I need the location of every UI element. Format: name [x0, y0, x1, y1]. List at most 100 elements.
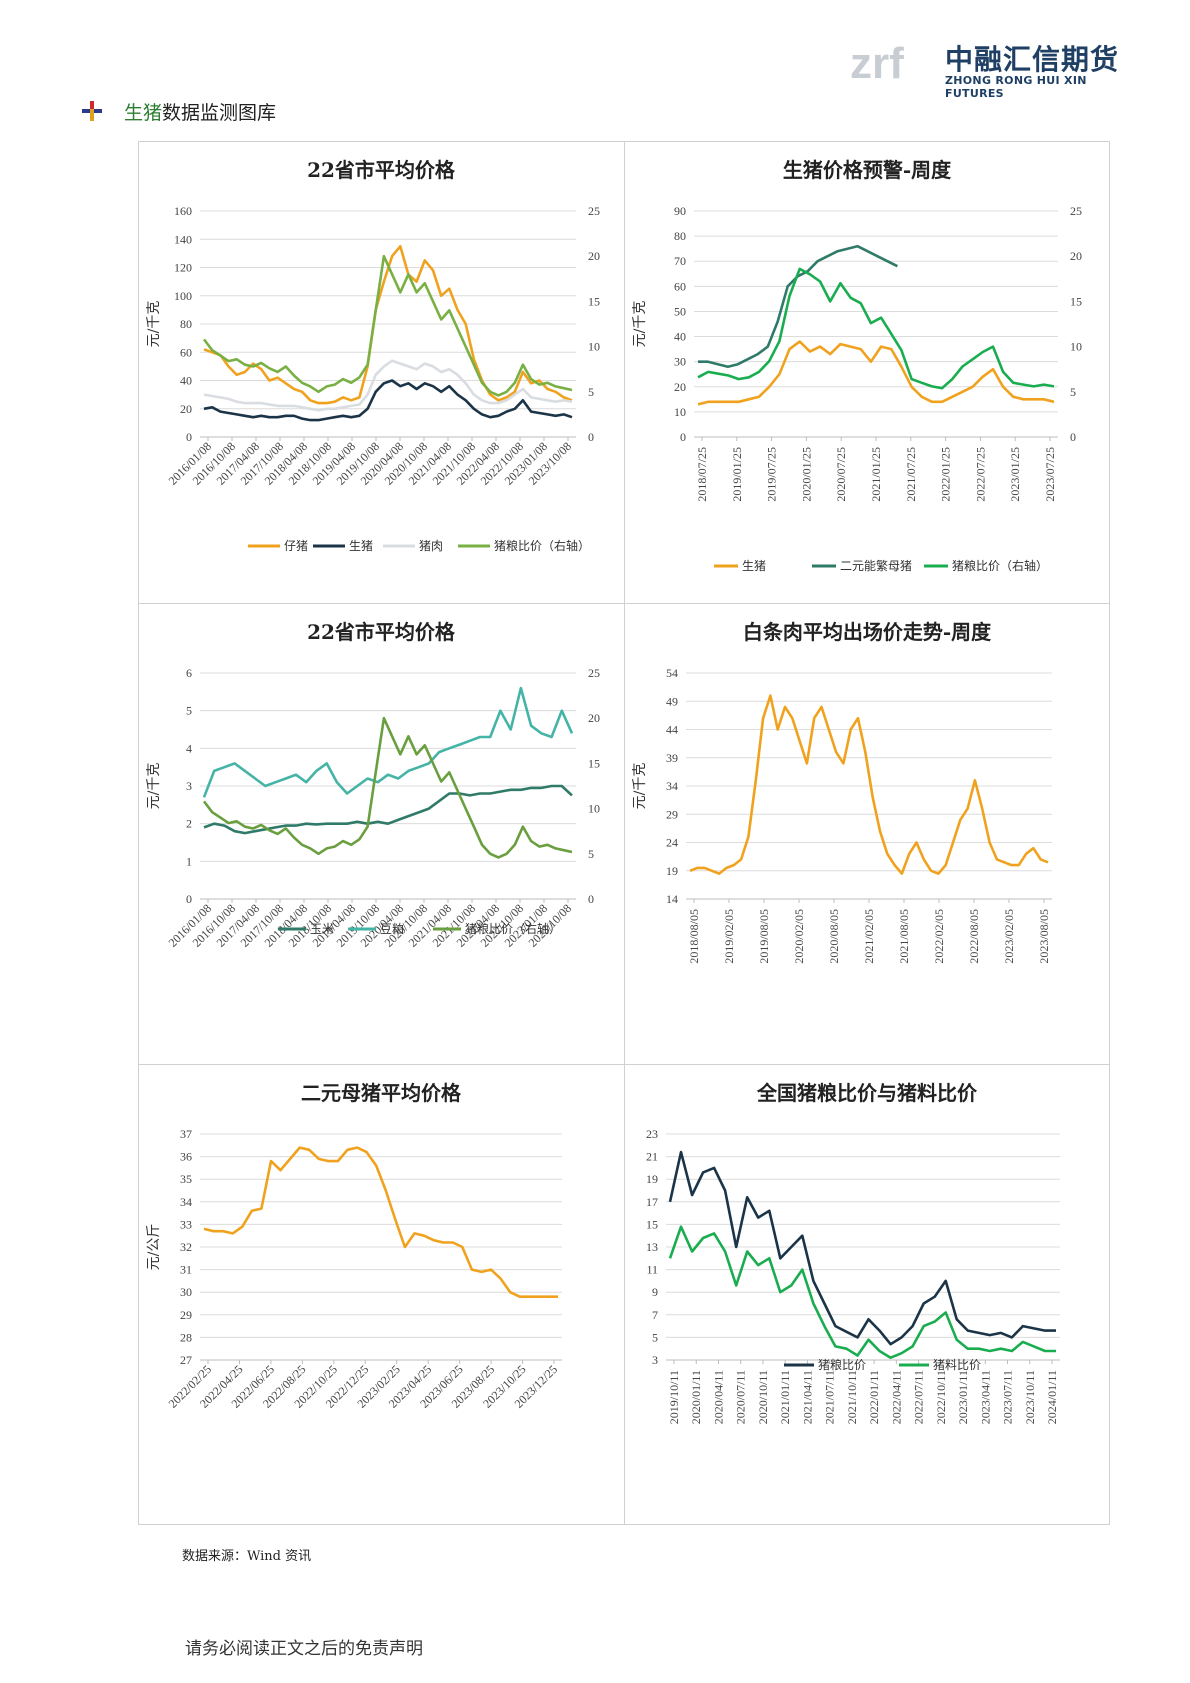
x-tick-label: 2020/10/11 [756, 1370, 770, 1424]
series-line-1 [668, 1150, 1056, 1346]
y-tick-label: 37 [180, 1127, 192, 1141]
x-tick-label: 2018/07/25 [695, 447, 709, 502]
y-tick-label: 30 [674, 355, 686, 369]
y2-tick-label: 25 [588, 204, 600, 218]
legend-label: 仔猪 [284, 539, 308, 553]
chart-title: 二元母猪平均价格 [301, 1081, 462, 1105]
y-tick-label: 10 [674, 405, 686, 419]
legend-label: 猪料比价 [933, 1358, 981, 1372]
y-tick-label: 35 [180, 1172, 192, 1186]
chart-panel-6: 全国猪粮比价与猪料比价 3 5 7 9 11 13 15 17 19 21 23 2019/10/11 2… [624, 1064, 1110, 1525]
y-tick-label: 13 [646, 1240, 658, 1254]
plus-bullet-icon [82, 101, 102, 121]
y2-tick-label: 0 [1070, 430, 1076, 444]
x-tick-label: 2019/01/25 [730, 447, 744, 502]
x-tick-label: 2020/07/25 [834, 447, 848, 502]
series-line-1 [203, 245, 573, 405]
y-tick-label: 11 [646, 1263, 658, 1277]
y-tick-label: 28 [180, 1330, 192, 1344]
y-tick-label: 34 [180, 1195, 192, 1209]
y-tick-label: 100 [174, 289, 192, 303]
x-tick-label: 2022/07/25 [973, 447, 987, 502]
y-tick-label: 54 [666, 666, 678, 680]
data-source-note: 数据来源：Wind 资讯 [182, 1549, 312, 1564]
y-tick-label: 15 [646, 1217, 658, 1231]
y2-tick-label: 10 [588, 340, 600, 354]
x-tick-label: 2021/08/05 [897, 909, 911, 964]
y-tick-label: 3 [186, 779, 192, 793]
chart-title: 白条肉平均出场价走势-周度 [743, 620, 992, 644]
y-tick-label: 60 [180, 345, 192, 359]
legend-label: 猪粮比价（右轴） [952, 558, 1048, 573]
y2-tick-label: 5 [588, 385, 594, 399]
x-tick-label: 2022/01/11 [867, 1370, 881, 1424]
series-line-2 [668, 1225, 1056, 1360]
x-tick-label: 2022/02/05 [932, 909, 946, 964]
logo-mark-icon: zrf [850, 39, 904, 88]
y-tick-label: 70 [674, 254, 686, 268]
chart-panel-2: 生猪价格预警-周度 0 10 20 30 40 50 60 70 80 90 0 5 10 15 20 25 元/… [624, 141, 1110, 602]
x-tick-label: 2020/07/11 [734, 1370, 748, 1424]
y-tick-label: 36 [180, 1150, 192, 1164]
y-tick-label: 50 [674, 304, 686, 318]
y2-tick-label: 10 [588, 802, 600, 816]
y-tick-label: 2 [186, 817, 192, 831]
series-line-2 [203, 379, 573, 422]
y-tick-label: 3 [652, 1353, 658, 1367]
y-tick-label: 7 [652, 1308, 658, 1322]
chart-svg-3: 22省市平均价格01234560510152025元/千克2016/01/082… [146, 620, 600, 950]
chart-title: 生猪价格预警-周度 [783, 158, 952, 182]
x-tick-label: 2023/07/11 [1001, 1370, 1015, 1424]
y-tick-label: 19 [646, 1172, 658, 1186]
logo-english-name: ZHONG RONG HUI XIN FUTURES [945, 74, 1087, 100]
x-tick-label: 2021/04/11 [800, 1370, 814, 1424]
chart-title: 22省市平均价格 [307, 620, 456, 644]
y-axis-label: 元/千克 [632, 301, 648, 348]
x-tick-label: 2021/01/25 [869, 447, 883, 502]
grid-divider-vertical [624, 141, 625, 1525]
legend-label: 豆粕 [380, 921, 404, 936]
y-tick-label: 5 [186, 704, 192, 718]
y-tick-label: 34 [666, 779, 678, 793]
series-line-2 [698, 244, 898, 368]
y2-tick-label: 0 [588, 430, 594, 444]
chart-svg-5: 二元母猪平均价格2728293031323334353637元/公斤2022/0… [146, 1081, 562, 1411]
series-line-1 [203, 784, 573, 835]
legend-label: 生猪 [349, 539, 373, 553]
x-tick-label: 2022/07/11 [912, 1370, 926, 1424]
disclaimer-note: 请务必阅读正文之后的免责声明 [185, 1639, 423, 1659]
x-tick-label: 2021/10/11 [845, 1370, 859, 1424]
x-tick-label: 2023/01/11 [956, 1370, 970, 1424]
chart-title: 全国猪粮比价与猪料比价 [756, 1081, 978, 1105]
section-title-highlight: 生猪 [124, 102, 163, 124]
x-tick-label: 2021/02/05 [862, 909, 876, 964]
y-tick-label: 31 [180, 1263, 192, 1277]
y-tick-label: 9 [652, 1285, 658, 1299]
y-tick-label: 1 [186, 854, 192, 868]
y-tick-label: 44 [666, 723, 678, 737]
chart-svg-6: 全国猪粮比价与猪料比价 3 5 7 9 11 13 15 17 19 21 23 2019/10/11 2… [646, 1081, 1060, 1424]
x-tick-label: 2019/10/11 [667, 1370, 681, 1424]
y-tick-label: 80 [674, 229, 686, 243]
x-tick-label: 2019/02/05 [722, 909, 736, 964]
x-tick-label: 2023/08/05 [1037, 909, 1051, 964]
y-tick-label: 23 [646, 1127, 658, 1141]
x-tick-label: 2018/08/05 [687, 909, 701, 964]
y2-tick-label: 10 [1070, 340, 1082, 354]
y2-tick-label: 5 [588, 847, 594, 861]
y2-tick-label: 25 [588, 666, 600, 680]
y-tick-label: 27 [180, 1353, 192, 1367]
series-line-3 [202, 716, 573, 859]
x-tick-label: 2023/10/11 [1023, 1370, 1037, 1424]
y-tick-label: 120 [174, 261, 192, 275]
y2-tick-label: 15 [588, 756, 600, 770]
x-tick-label: 2019/08/05 [757, 909, 771, 964]
chart-panel-3: 22省市平均价格 0 1 2 3 4 5 6 0 5 10 15 20 25 元/千克 2016/01/08 2… [138, 603, 624, 1064]
series-line-1 [689, 694, 1049, 875]
y-tick-label: 33 [180, 1217, 192, 1231]
y-tick-label: 4 [186, 741, 192, 755]
y-tick-label: 24 [666, 836, 678, 850]
chart-svg-2: 生猪价格预警-周度 0 10 20 30 40 50 60 70 80 90 0 5 10 15 20 25 元/… [632, 158, 1082, 573]
y2-tick-label: 0 [588, 892, 594, 906]
series-line-3 [697, 267, 1055, 390]
